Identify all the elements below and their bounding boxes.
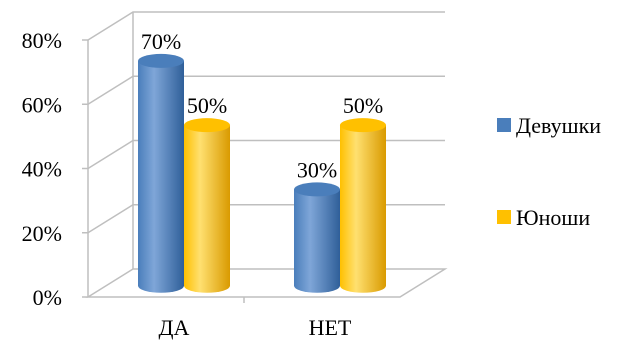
- bar: [138, 53, 184, 293]
- gridlines: [82, 11, 445, 298]
- legend-swatch-boys: [497, 210, 511, 224]
- legend-label-girls: Девушки: [516, 113, 601, 138]
- bar-top: [184, 118, 230, 133]
- data-label: 50%: [343, 93, 383, 118]
- gridline: [87, 75, 445, 105]
- y-tick-label: 0%: [33, 285, 62, 310]
- gridline: [87, 11, 445, 41]
- category-label: ДА: [159, 315, 190, 340]
- bars: [138, 53, 386, 293]
- data-label: 70%: [141, 29, 181, 54]
- legend-label-boys: Юноши: [516, 205, 590, 230]
- bar: [294, 182, 340, 293]
- bar-body: [294, 189, 340, 293]
- category-label: НЕТ: [309, 315, 352, 340]
- bar-body: [138, 60, 184, 293]
- y-tick-label: 80%: [22, 28, 62, 53]
- bar: [184, 118, 230, 293]
- bar-top: [340, 118, 386, 133]
- bar-top: [294, 182, 340, 197]
- bar-top: [138, 53, 184, 68]
- y-tick-label: 40%: [22, 157, 62, 182]
- data-label: 50%: [187, 93, 227, 118]
- x-axis-categories: ДА НЕТ: [159, 297, 352, 340]
- y-axis-ticks: 0% 20% 40% 60% 80%: [22, 28, 62, 310]
- bar-body: [340, 125, 386, 293]
- bar-body: [184, 125, 230, 293]
- y-tick-label: 60%: [22, 92, 62, 117]
- legend: Девушки Юноши: [497, 113, 601, 230]
- legend-swatch-girls: [497, 118, 511, 132]
- data-labels: 70% 50% 30% 50%: [141, 29, 383, 183]
- bar: [340, 118, 386, 293]
- data-label: 30%: [297, 157, 337, 182]
- y-tick-label: 20%: [22, 221, 62, 246]
